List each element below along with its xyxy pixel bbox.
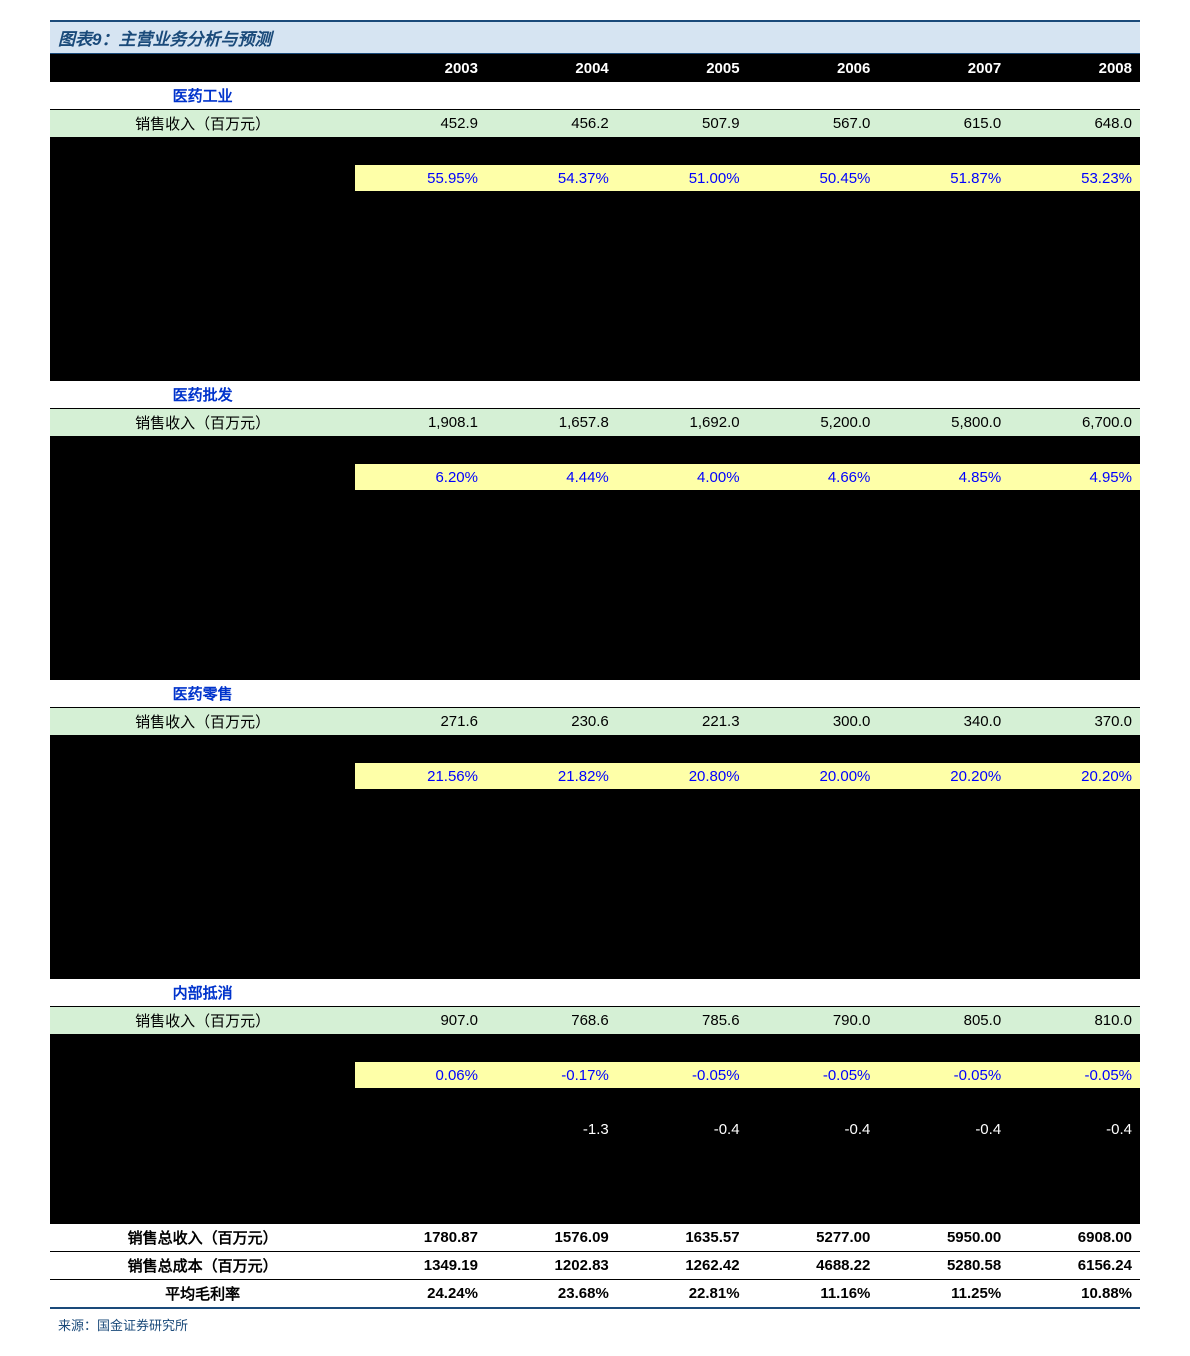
- data-row: [50, 844, 1140, 871]
- data-row: [50, 246, 1140, 273]
- header-row: 200320042005200620072008: [50, 55, 1140, 82]
- data-row: 销售收入（百万元）452.9456.2507.9567.0615.0648.0: [50, 110, 1140, 138]
- section-header: 医药零售: [50, 680, 1140, 708]
- data-row: [50, 952, 1140, 979]
- total-row: 平均毛利率24.24%23.68%22.81%11.16%11.25%10.88…: [50, 1280, 1140, 1309]
- data-row: 6.20%4.44%4.00%4.66%4.85%4.95%: [50, 464, 1140, 491]
- data-row: 21.56%21.82%20.80%20.00%20.20%20.20%: [50, 763, 1140, 790]
- data-row: [50, 1170, 1140, 1197]
- data-row: [50, 1035, 1140, 1062]
- total-row: 销售总成本（百万元）1349.191202.831262.424688.2252…: [50, 1252, 1140, 1280]
- data-row: [50, 736, 1140, 763]
- data-row: [50, 545, 1140, 572]
- data-row: [50, 1197, 1140, 1224]
- forecast-table: 200320042005200620072008医药工业销售收入（百万元）452…: [50, 54, 1140, 1309]
- total-row: 销售总收入（百万元）1780.871576.091635.575277.0059…: [50, 1224, 1140, 1252]
- section-header: 内部抵消: [50, 979, 1140, 1007]
- data-row: [50, 790, 1140, 817]
- data-row: -1.3-0.4-0.4-0.4-0.4: [50, 1116, 1140, 1143]
- table-title: 图表9：主营业务分析与预测: [50, 20, 1140, 54]
- section-header: 医药批发: [50, 381, 1140, 409]
- data-row: 销售收入（百万元）907.0768.6785.6790.0805.0810.0: [50, 1007, 1140, 1035]
- data-row: 0.06%-0.17%-0.05%-0.05%-0.05%-0.05%: [50, 1062, 1140, 1089]
- data-row: [50, 327, 1140, 354]
- data-row: [50, 599, 1140, 626]
- data-row: [50, 437, 1140, 464]
- data-row: [50, 898, 1140, 925]
- data-row: [50, 653, 1140, 680]
- section-header: 医药工业: [50, 82, 1140, 110]
- data-row: 销售收入（百万元）1,908.11,657.81,692.05,200.05,8…: [50, 409, 1140, 437]
- table-source: 来源：国金证券研究所: [50, 1313, 1140, 1336]
- data-row: 55.95%54.37%51.00%50.45%51.87%53.23%: [50, 165, 1140, 192]
- data-row: [50, 192, 1140, 219]
- data-row: [50, 273, 1140, 300]
- data-row: [50, 300, 1140, 327]
- data-row: [50, 491, 1140, 518]
- data-row: [50, 1143, 1140, 1170]
- data-row: [50, 817, 1140, 844]
- data-row: 销售收入（百万元）271.6230.6221.3300.0340.0370.0: [50, 708, 1140, 736]
- data-row: [50, 626, 1140, 653]
- data-row: [50, 138, 1140, 165]
- data-row: [50, 518, 1140, 545]
- data-row: [50, 871, 1140, 898]
- data-row: [50, 1089, 1140, 1116]
- data-row: [50, 219, 1140, 246]
- data-row: [50, 572, 1140, 599]
- data-row: [50, 354, 1140, 381]
- data-row: [50, 925, 1140, 952]
